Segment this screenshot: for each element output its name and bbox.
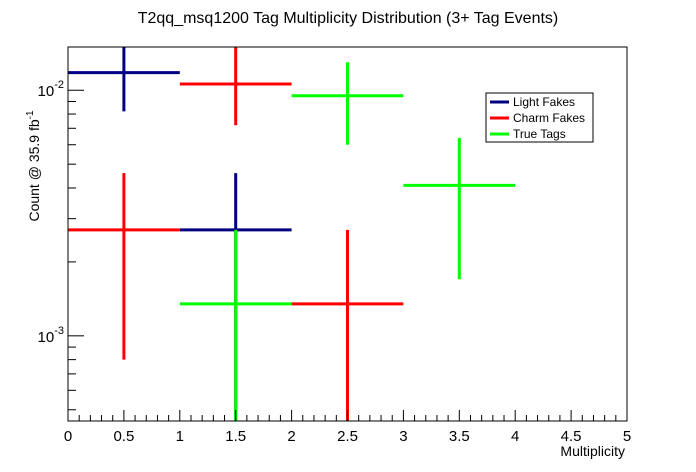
x-tick-label: 2	[287, 428, 295, 445]
y-axis-label-main: Count @ 35.9 fb	[26, 119, 42, 221]
y-axis-label-sup: -1	[25, 110, 36, 119]
legend-label-0: Light Fakes	[513, 95, 575, 109]
y-tick-label-base: 10	[38, 329, 55, 346]
legend: Light Fakes Charm Fakes True Tags	[485, 92, 594, 143]
data-layer	[68, 47, 516, 421]
y-tick-label: 10-2	[38, 79, 64, 100]
y-tick-label: 10-3	[38, 325, 64, 346]
series-1	[68, 47, 404, 421]
x-tick-label: 1	[176, 428, 184, 445]
legend-label-1: Charm Fakes	[513, 111, 585, 125]
x-tick-label: 5	[623, 428, 631, 445]
y-axis-label: Count @ 35.9 fb-1	[25, 110, 42, 222]
y-tick-label-exp: -2	[54, 79, 64, 91]
y-tick-label-exp: -3	[54, 325, 64, 337]
legend-label-2: True Tags	[513, 127, 566, 141]
y-tick-label-base: 10	[38, 83, 55, 100]
x-tick-label: 2.5	[337, 428, 358, 445]
x-tick-label: 3.5	[449, 428, 470, 445]
x-tick-label: 0	[64, 428, 72, 445]
x-tick-label: 4.5	[561, 428, 582, 445]
ticks-layer: 0 0.5 1 1.5 2 2.5 3 3.5 4 4.5 510-210-3	[38, 79, 632, 445]
series-2	[179, 62, 516, 421]
series-0	[68, 47, 292, 421]
chart-title: T2qq_msq1200 Tag Multiplicity Distributi…	[138, 10, 559, 27]
x-axis-label: Multiplicity	[560, 443, 625, 459]
plot-area: 0 0.5 1 1.5 2 2.5 3 3.5 4 4.5 510-210-3	[38, 46, 632, 445]
x-tick-label: 1.5	[225, 428, 246, 445]
x-tick-label: 0.5	[113, 428, 134, 445]
x-tick-label: 4	[511, 428, 519, 445]
x-tick-label: 3	[399, 428, 407, 445]
